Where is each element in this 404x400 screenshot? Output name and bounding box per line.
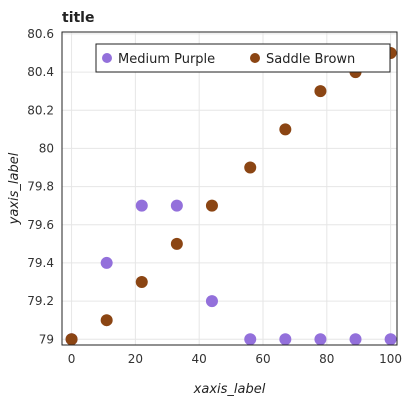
point-saddle-brown	[170, 237, 183, 250]
legend-box	[95, 43, 391, 73]
y-tick-label: 80.2	[27, 103, 54, 117]
tick-labels: 79 79.2 79.4 79.6 79.8 80 80.2 80.4 80.6 0 20 40 60 8…	[27, 27, 402, 366]
legend: Medium Purple Saddle Brown	[95, 43, 391, 73]
y-tick-label: 79.8	[27, 180, 54, 194]
y-tick-label: 80	[39, 141, 54, 155]
x-tick-label: 100	[379, 352, 402, 366]
y-tick-label: 79.4	[27, 256, 54, 270]
x-tick-label: 60	[255, 352, 270, 366]
chart-title: title	[62, 10, 94, 26]
point-medium-purple	[100, 256, 113, 269]
point-medium-purple	[384, 333, 397, 346]
y-tick-label: 80.6	[27, 27, 54, 41]
x-tick-label: 80	[319, 352, 334, 366]
point-saddle-brown	[205, 199, 218, 212]
legend-marker-saddle-brown	[250, 53, 260, 63]
point-medium-purple	[244, 333, 257, 346]
legend-marker-medium-purple	[102, 53, 112, 63]
point-medium-purple	[279, 333, 292, 346]
point-saddle-brown	[314, 85, 327, 98]
point-saddle-brown	[100, 314, 113, 327]
y-tick-label: 79.2	[27, 294, 54, 308]
point-medium-purple	[170, 199, 183, 212]
y-tick-label: 80.4	[27, 65, 54, 79]
point-saddle-brown	[135, 276, 148, 289]
x-tick-label: 40	[192, 352, 207, 366]
grid	[62, 32, 397, 345]
point-saddle-brown	[65, 333, 78, 346]
point-medium-purple	[349, 333, 362, 346]
point-medium-purple	[314, 333, 327, 346]
x-axis-title: xaxis_label	[193, 382, 266, 397]
point-medium-purple	[205, 295, 218, 308]
y-tick-label: 79.6	[27, 218, 54, 232]
y-tick-label: 79	[39, 332, 54, 346]
legend-label-saddle-brown: Saddle Brown	[266, 52, 355, 67]
data-points	[65, 46, 397, 346]
legend-label-medium-purple: Medium Purple	[118, 52, 215, 67]
point-saddle-brown	[279, 123, 292, 136]
y-axis-title: yaxis_label	[7, 152, 22, 225]
x-tick-label: 20	[128, 352, 143, 366]
point-saddle-brown	[244, 161, 257, 174]
plot-area-frame	[61, 31, 398, 346]
x-tick-label: 0	[68, 352, 76, 366]
point-medium-purple	[135, 199, 148, 212]
